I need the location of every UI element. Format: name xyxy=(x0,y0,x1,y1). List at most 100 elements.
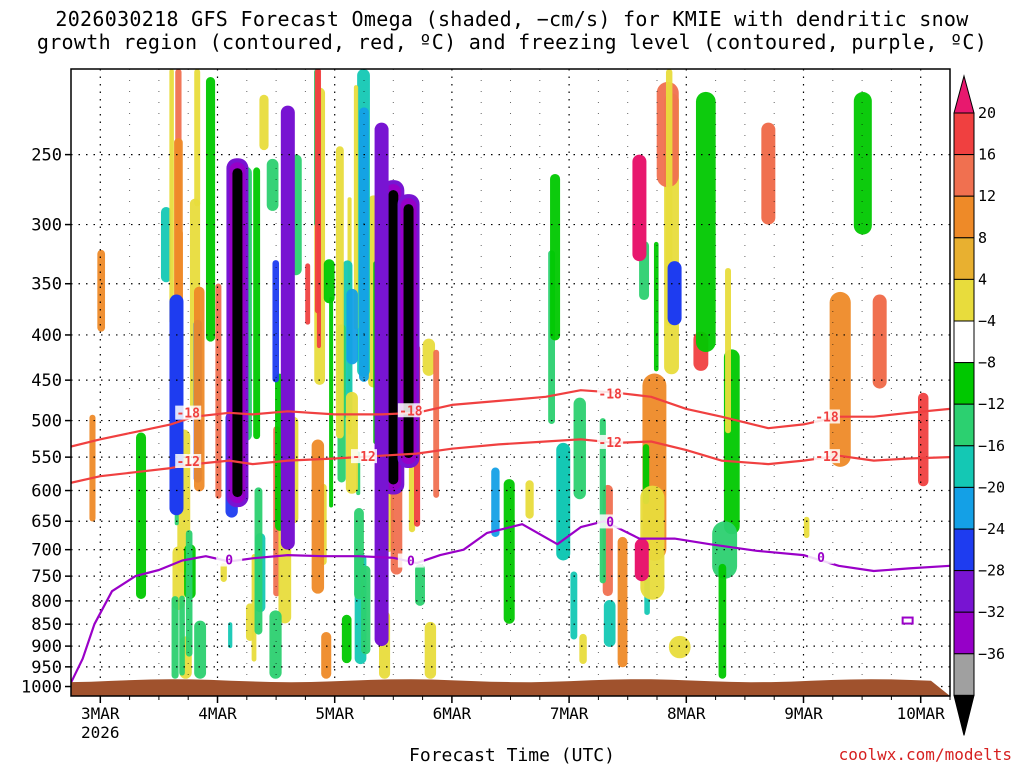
x-tick-label: 9MAR xyxy=(784,704,823,723)
legend-tick-label: 20 xyxy=(978,104,996,122)
omega-cell xyxy=(491,467,500,537)
legend-tick-label: 16 xyxy=(978,146,996,164)
omega-core xyxy=(388,190,399,485)
legend-tick-label: −20 xyxy=(978,478,1005,496)
omega-cell xyxy=(311,439,325,594)
omega-cell xyxy=(353,85,359,330)
y-tick-label: 950 xyxy=(31,658,62,678)
legend-tick-label: −16 xyxy=(978,437,1005,455)
omega-feature xyxy=(761,122,776,225)
y-tick-label: 450 xyxy=(31,371,62,391)
omega-cell xyxy=(314,69,321,314)
omega-cell xyxy=(803,516,810,539)
omega-cell xyxy=(305,263,311,325)
legend-swatch xyxy=(953,528,975,572)
contour-label: 0 xyxy=(817,551,825,566)
omega-cell xyxy=(194,69,201,207)
omega-cell xyxy=(829,291,851,467)
x-tick-label: 6MAR xyxy=(433,704,472,723)
omega-cell xyxy=(97,249,106,332)
contour-label-bg xyxy=(597,514,624,529)
omega-cell xyxy=(525,480,534,519)
omega-cell xyxy=(579,633,587,664)
omega-cell xyxy=(194,620,207,679)
legend-tick-label: −12 xyxy=(978,395,1005,413)
omega-cell xyxy=(179,595,185,676)
omega-cell xyxy=(160,207,172,283)
x-tick-label: 5MAR xyxy=(315,704,354,723)
legend-swatch xyxy=(953,570,975,613)
legend-tick-label: −4 xyxy=(978,312,996,330)
y-tick-label: 700 xyxy=(31,541,62,561)
legend-tick-label: 4 xyxy=(978,270,987,288)
contour-label: -18 xyxy=(598,387,622,402)
legend-tick-label: 8 xyxy=(978,229,987,247)
contour-label-bg xyxy=(175,453,202,468)
legend-swatch xyxy=(953,611,975,655)
contour-label: -12 xyxy=(176,455,199,470)
omega-core xyxy=(232,168,243,498)
omega-feature xyxy=(634,538,649,582)
omega-cell xyxy=(136,432,147,600)
omega-cell xyxy=(346,288,358,365)
x-axis: 3MAR 4MAR 5MAR 6MAR 7MAR 8MAR 9MAR 10MAR 2026 xyxy=(81,696,951,742)
omega-cell xyxy=(169,69,174,325)
legend-swatch xyxy=(953,362,975,405)
chart-title-line1: 2026030218 GFS Forecast Omega (shaded, −… xyxy=(55,7,969,31)
chart-title-line2: growth region (contoured, red, ºC) and f… xyxy=(36,30,988,54)
omega-shading xyxy=(89,69,929,679)
legend-tick-label: −28 xyxy=(978,562,1005,580)
omega-cell xyxy=(599,418,606,584)
contour-label: -18 xyxy=(815,410,839,425)
omega-feature xyxy=(872,294,887,389)
contour-label-bg xyxy=(808,549,835,564)
legend-swatch xyxy=(953,445,975,488)
y-tick-label: 750 xyxy=(31,567,62,587)
omega-cell xyxy=(259,94,269,151)
omega-cell xyxy=(668,635,691,659)
omega-cell xyxy=(603,599,616,647)
legend-swatch xyxy=(953,486,975,530)
omega-cell xyxy=(185,530,193,657)
contour-label-bg xyxy=(597,434,624,449)
omega-core xyxy=(403,204,414,459)
contour-closed-0 xyxy=(901,616,914,625)
omega-feature xyxy=(374,122,389,647)
y-tick-label: 350 xyxy=(31,275,62,295)
contour-label-bg xyxy=(813,449,840,464)
legend-tick-label: 12 xyxy=(978,187,996,205)
omega-cell xyxy=(422,338,436,376)
contour-label: -18 xyxy=(176,407,200,422)
omega-cell xyxy=(269,610,282,679)
omega-cell xyxy=(917,392,929,487)
y-tick-label: 1000 xyxy=(21,678,62,698)
omega-cell xyxy=(205,77,216,342)
legend-tick-label: −36 xyxy=(978,645,1005,663)
contour-label: -12 xyxy=(598,436,621,451)
contour-label-bg xyxy=(397,553,424,568)
contour-label-bg xyxy=(351,449,377,464)
omega-cell xyxy=(424,621,437,679)
contour-label: -12 xyxy=(815,450,838,465)
omega-cell xyxy=(323,259,335,304)
omega-cell xyxy=(415,564,425,606)
omega-cell xyxy=(550,173,561,341)
y-tick-label: 900 xyxy=(31,637,62,657)
omega-cell xyxy=(345,391,358,494)
contour-label-bg xyxy=(175,405,202,420)
y-tick-label: 800 xyxy=(31,592,62,612)
x-tick-label: 10MAR xyxy=(897,704,946,723)
legend-swatch xyxy=(953,320,975,364)
terrain-surface xyxy=(71,679,950,696)
y-tick-label: 850 xyxy=(31,615,62,635)
omega-cell xyxy=(573,397,586,500)
omega-cell xyxy=(570,571,578,640)
omega-feature xyxy=(632,154,647,262)
y-tick-label: 650 xyxy=(31,512,62,532)
omega-cell xyxy=(341,614,352,664)
omega-cell xyxy=(617,536,628,668)
y-tick-label: 400 xyxy=(31,326,62,346)
contour-label: -18 xyxy=(399,404,423,419)
legend-swatch xyxy=(953,154,975,197)
omega-cell xyxy=(228,622,233,649)
